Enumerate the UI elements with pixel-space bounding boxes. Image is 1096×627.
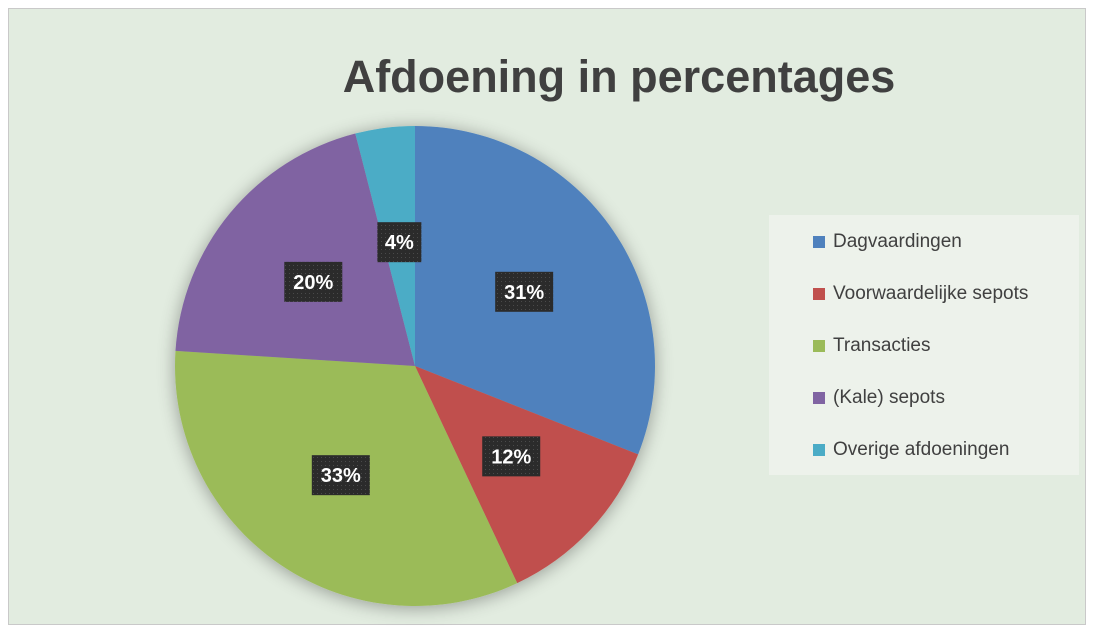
data-label-text: 20% xyxy=(293,272,333,294)
data-label-1: 12% xyxy=(482,436,540,476)
legend-label: (Kale) sepots xyxy=(833,387,945,409)
legend-swatch xyxy=(813,444,825,456)
legend-swatch xyxy=(813,288,825,300)
legend-label: Dagvaardingen xyxy=(833,231,962,253)
data-label-text: 12% xyxy=(491,446,531,468)
chart-legend: Dagvaardingen Voorwaardelijke sepots Tra… xyxy=(769,215,1079,475)
legend-label: Overige afdoeningen xyxy=(833,439,1009,461)
data-label-text: 33% xyxy=(321,465,361,487)
data-label-3: 20% xyxy=(284,262,342,302)
legend-swatch xyxy=(813,236,825,248)
legend-item-dagvaardingen: Dagvaardingen xyxy=(813,231,962,253)
data-label-2: 33% xyxy=(312,455,370,495)
data-label-0: 31% xyxy=(495,272,553,312)
legend-swatch xyxy=(813,392,825,404)
legend-item-voorwaardelijke-sepots: Voorwaardelijke sepots xyxy=(813,283,1028,305)
data-label-text: 31% xyxy=(504,282,544,304)
legend-item-transacties: Transacties xyxy=(813,335,931,357)
pie-slices xyxy=(175,126,655,606)
legend-swatch xyxy=(813,340,825,352)
chart-area: Afdoening in percentages 31% 12% 33% 20% 4% … xyxy=(8,8,1086,625)
data-label-4: 4% xyxy=(377,222,421,262)
legend-item-kale-sepots: (Kale) sepots xyxy=(813,387,945,409)
data-label-text: 4% xyxy=(385,232,414,254)
legend-item-overige-afdoeningen: Overige afdoeningen xyxy=(813,439,1009,461)
legend-label: Voorwaardelijke sepots xyxy=(833,283,1028,305)
legend-label: Transacties xyxy=(833,335,931,357)
